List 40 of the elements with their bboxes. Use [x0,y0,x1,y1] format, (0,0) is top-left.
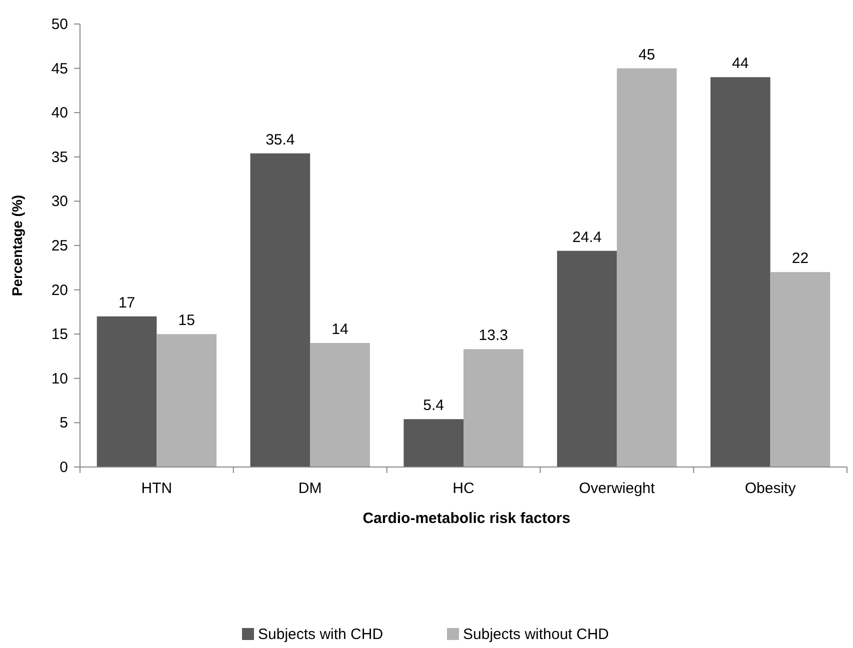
bar [616,68,677,467]
bar [770,272,830,467]
x-tick-label: DM [298,480,322,497]
bar [464,349,524,467]
y-tick-label: 20 [51,282,68,299]
x-axis-title: Cardio-metabolic risk factors [362,510,570,527]
legend-label: Subjects without CHD [463,626,610,643]
data-label: 22 [792,250,809,268]
y-tick-label: 25 [51,238,68,254]
y-tick-label: 0 [60,459,68,476]
data-label: 44 [732,55,749,72]
y-tick-label: 5 [60,414,68,432]
y-tick-label: 35 [51,148,68,166]
data-label: 17 [118,294,136,312]
y-tick-label: 15 [51,326,68,344]
bar [96,316,157,467]
data-label: 15 [178,312,195,330]
data-label: 35.4 [266,131,295,148]
bar [310,342,370,467]
y-axis-title: Percentage (%) [9,194,25,296]
x-tick-label: Obesity [744,480,796,497]
x-tick-label: Overwieght [578,480,656,497]
bar [710,77,770,467]
data-label: 45 [638,46,656,64]
data-label: 14 [332,320,348,338]
bar [404,419,464,467]
bar [557,250,617,467]
y-tick-label: 30 [51,193,68,210]
bar [156,334,217,467]
data-label: 24.4 [572,228,602,246]
legend-label: Subjects with CHD [258,626,384,643]
y-tick-label: 10 [51,370,68,388]
data-label: 5.4 [423,397,444,414]
y-tick-label: 45 [51,60,68,78]
y-tick-label: 40 [51,104,68,122]
x-tick-label: HC [452,480,474,497]
data-label: 13.3 [478,327,508,344]
y-tick-label: 50 [51,16,68,33]
x-tick-label: HTN [141,480,172,497]
bar [250,153,310,467]
